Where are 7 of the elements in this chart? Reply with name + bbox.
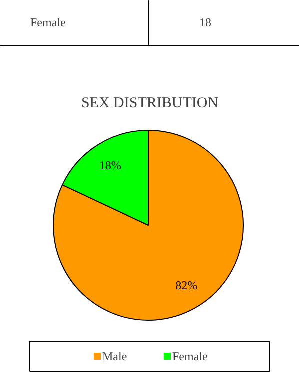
text: Female [30,16,66,30]
legend-label: Male [102,350,128,364]
data-label: 18% [99,158,122,172]
text: 18 [200,16,212,30]
chart-title: SEX DISTRIBUTION [81,96,219,112]
legend-label: Female [172,350,208,364]
data-label: 82% [176,278,198,293]
